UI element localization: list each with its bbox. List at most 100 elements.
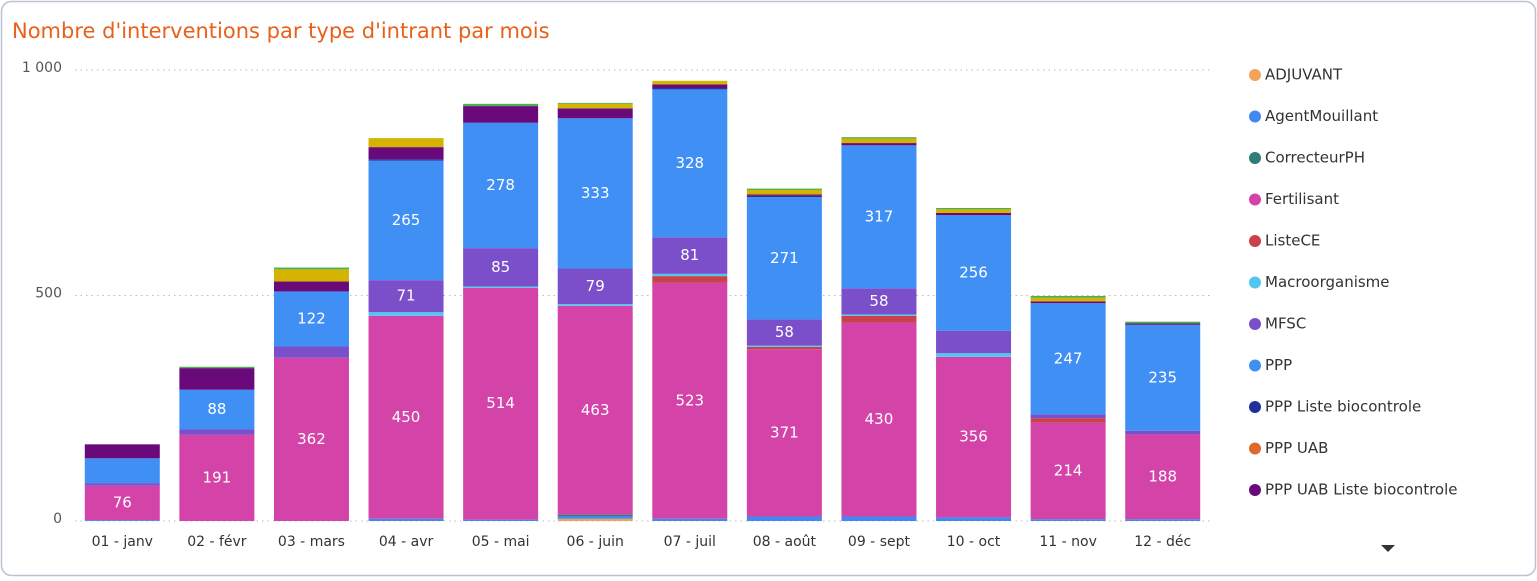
bar-segment: [463, 519, 539, 521]
bar-segment: [746, 188, 822, 190]
bar-segment: [557, 102, 633, 104]
bar-segment: [841, 137, 917, 139]
bar-segment: [936, 356, 1012, 518]
bar-segment: [273, 357, 349, 521]
data-label: 71: [396, 287, 415, 305]
bar-segment: [1030, 414, 1106, 419]
bar-segment: [557, 103, 633, 109]
bar-segment: [746, 195, 822, 198]
bar-segment: [746, 516, 822, 521]
legend-label: Macroorganisme: [1265, 273, 1390, 291]
bar-segment: [652, 273, 728, 277]
legend-marker: [1249, 235, 1261, 247]
bar-segment: [936, 330, 1012, 354]
data-label: 58: [775, 323, 794, 341]
bar-segment: [746, 194, 822, 196]
legend-label: AgentMouillant: [1265, 107, 1378, 125]
bar-segment: [179, 434, 255, 521]
bar-segment: [557, 514, 633, 517]
x-tick-label: 04 - avr: [379, 534, 434, 550]
bar-segment: [368, 315, 444, 519]
bar-segment: [936, 212, 1012, 216]
bar-segment: [1125, 519, 1201, 521]
bar-segment: [652, 88, 728, 90]
bar-segment: [557, 118, 633, 269]
bar-segment: [368, 159, 444, 161]
data-label: 188: [1148, 467, 1177, 485]
legend-label: ListeCE: [1265, 232, 1320, 250]
x-tick-label: 02 - févr: [187, 534, 247, 550]
data-label: 85: [491, 258, 510, 276]
data-label: 362: [297, 430, 326, 448]
data-label: 514: [486, 394, 515, 412]
bar-segment: [652, 237, 728, 274]
bar-segment: [841, 138, 917, 144]
bar-segment: [746, 319, 822, 346]
bar-segment: [557, 516, 633, 519]
legend-label: PPP UAB Liste biocontrole: [1265, 481, 1458, 499]
data-label: 328: [675, 154, 704, 172]
bar-segment: [179, 389, 255, 430]
legend-marker: [1249, 401, 1261, 413]
bar-segment: [841, 145, 917, 289]
legend-label: ADJUVANT: [1265, 66, 1343, 84]
x-tick-label: 12 - déc: [1134, 534, 1191, 550]
y-tick-label: 1 000: [22, 60, 62, 76]
bar-segment: [652, 84, 728, 89]
legend-scroll[interactable]: [1381, 545, 1395, 552]
bar-segment: [368, 147, 444, 160]
legend-marker: [1249, 359, 1261, 372]
data-label: 333: [581, 184, 610, 202]
data-label: 214: [1054, 461, 1083, 479]
bar-segment: [936, 517, 1012, 521]
bar-segment: [652, 80, 728, 85]
bar-segment: [841, 314, 917, 316]
data-label: 79: [586, 277, 605, 295]
data-label: 463: [581, 401, 610, 419]
legend-marker: [1249, 318, 1261, 330]
data-label: 88: [207, 400, 226, 418]
bar-segment: [368, 518, 444, 521]
bar-segment: [463, 248, 539, 287]
bar-segment: [557, 305, 633, 515]
legend-marker: [1249, 193, 1261, 206]
bar-segment: [841, 315, 917, 323]
bar-segment: [841, 143, 917, 146]
bar-segment: [557, 304, 633, 306]
bar-segment: [1030, 297, 1106, 302]
bar-segment: [746, 349, 822, 517]
bar-segment: [557, 268, 633, 305]
legend-label: PPP Liste biocontrole: [1265, 398, 1421, 416]
bar-segment: [746, 345, 822, 347]
legend-label: CorrecteurPH: [1265, 149, 1365, 167]
bar-segment: [84, 483, 160, 486]
bar-segment: [463, 286, 539, 288]
x-tick-label: 06 - juin: [567, 534, 624, 550]
bar-segment: [1125, 430, 1201, 435]
bar-segment: [273, 281, 349, 292]
bar-segment: [652, 89, 728, 238]
bar-segment: [273, 267, 349, 270]
bar-segment: [84, 520, 160, 521]
data-label: 278: [486, 176, 515, 194]
data-label: 265: [392, 211, 421, 229]
data-label: 58: [869, 292, 888, 310]
bar-segment: [936, 215, 1012, 331]
bar-segment: [936, 209, 1012, 213]
bar-segment: [1030, 295, 1106, 298]
x-tick-label: 03 - mars: [278, 534, 345, 550]
data-label: 235: [1148, 368, 1177, 386]
bar-segment: [746, 189, 822, 195]
data-label: 371: [770, 423, 799, 441]
bar-segment: [368, 160, 444, 281]
bar-segment: [936, 208, 1012, 210]
legend-label: PPP: [1265, 356, 1292, 374]
bar-segment: [463, 103, 539, 107]
bar-segment: [368, 280, 444, 313]
data-label: 191: [203, 468, 232, 486]
bar-segment: [841, 516, 917, 521]
data-label: 523: [675, 391, 704, 409]
bar-segment: [179, 368, 255, 390]
data-label: 247: [1054, 349, 1083, 367]
